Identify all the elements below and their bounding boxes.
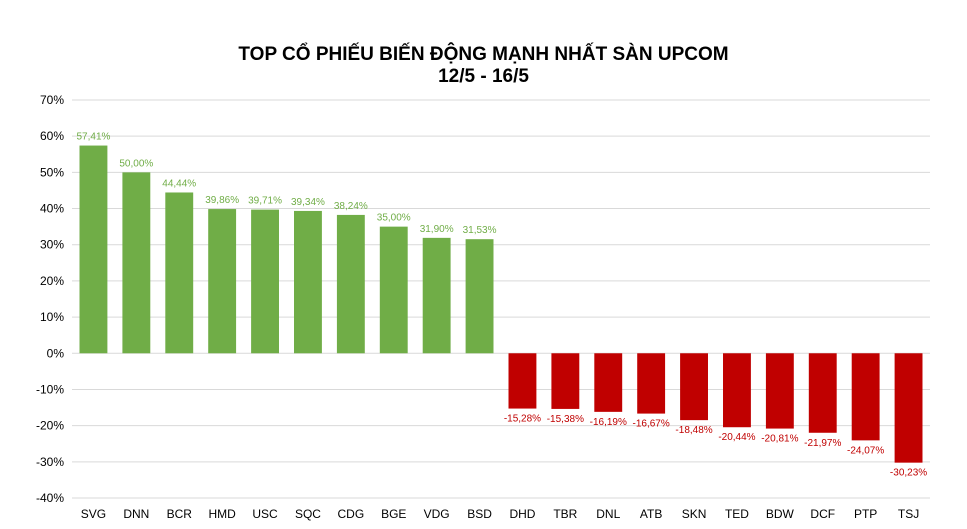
gridlines (72, 99, 930, 499)
x-tick-label: CDG (338, 507, 365, 521)
x-tick-label: SKN (682, 507, 707, 521)
x-tick-label: BSD (467, 507, 492, 521)
x-tick-label: USC (252, 507, 278, 521)
data-label: 31,90% (420, 224, 454, 235)
data-label: 57,41% (76, 132, 110, 143)
x-tick-label: BDW (766, 507, 795, 521)
data-label: -18,48% (675, 425, 712, 436)
data-label: -20,44% (718, 432, 755, 443)
data-label: 39,34% (291, 197, 325, 208)
x-tick-label: PTP (854, 507, 877, 521)
x-tick-label: DHD (509, 507, 535, 521)
bar (79, 145, 108, 354)
bar (379, 226, 408, 354)
data-label: -21,97% (804, 438, 841, 449)
bar (336, 214, 365, 354)
bar (508, 353, 537, 409)
y-tick-label: 10% (40, 310, 64, 324)
x-tick-label: TSJ (898, 507, 919, 521)
x-tick-label: SVG (81, 507, 106, 521)
bar (422, 237, 451, 354)
data-label: -16,67% (633, 419, 670, 430)
x-tick-label: VDG (424, 507, 450, 521)
x-tick-label: DNL (596, 507, 620, 521)
bar (294, 210, 322, 354)
bar (723, 353, 751, 428)
y-tick-label: 0% (47, 346, 65, 360)
y-tick-label: 60% (40, 129, 64, 143)
y-tick-label: 30% (40, 238, 64, 252)
y-tick-label: -20% (36, 419, 64, 433)
bar (808, 353, 837, 433)
data-label: -24,07% (847, 445, 884, 456)
y-tick-label: 40% (40, 202, 64, 216)
data-label: 31,53% (463, 225, 497, 236)
data-label: 39,71% (248, 196, 282, 207)
bar (894, 353, 923, 463)
data-label: -20,81% (761, 434, 798, 445)
x-tick-label: TED (725, 507, 749, 521)
bar (165, 192, 194, 354)
bar (851, 353, 880, 441)
y-tick-label: -10% (36, 382, 64, 396)
x-tick-label: TBR (553, 507, 577, 521)
data-label: 44,44% (162, 178, 196, 189)
x-tick-label: DNN (123, 507, 149, 521)
y-tick-label: 70% (40, 93, 64, 107)
bar (208, 209, 237, 354)
chart-subtitle: 12/5 - 16/5 (438, 66, 529, 87)
chart-title: TOP CỔ PHIẾU BIẾN ĐỘNG MẠNH NHẤT SÀN UPC… (238, 44, 729, 65)
x-tick-label: BCR (167, 507, 193, 521)
bar (637, 353, 666, 414)
data-label: -30,23% (890, 468, 927, 479)
bar (251, 209, 279, 354)
bar (765, 353, 794, 429)
bar (594, 353, 623, 412)
x-tick-label: HMD (208, 507, 236, 521)
bar (680, 353, 708, 421)
x-tick-label: ATB (640, 507, 662, 521)
y-tick-label: -30% (36, 455, 64, 469)
x-tick-label: SQC (295, 507, 321, 521)
data-label: 38,24% (334, 201, 368, 212)
x-tick-label: DCF (810, 507, 835, 521)
data-label: 50,00% (119, 158, 153, 169)
bar (551, 353, 580, 409)
x-tick-label: BGE (381, 507, 406, 521)
y-tick-label: -40% (36, 491, 64, 505)
data-label: -15,38% (547, 414, 584, 425)
bar (465, 239, 494, 354)
y-tick-label: 20% (40, 274, 64, 288)
bar (122, 172, 151, 354)
data-label: -16,19% (590, 417, 627, 428)
data-label: 35,00% (377, 213, 411, 224)
y-tick-label: 50% (40, 165, 64, 179)
data-label: 39,86% (205, 195, 239, 206)
data-label: -15,28% (504, 414, 541, 425)
